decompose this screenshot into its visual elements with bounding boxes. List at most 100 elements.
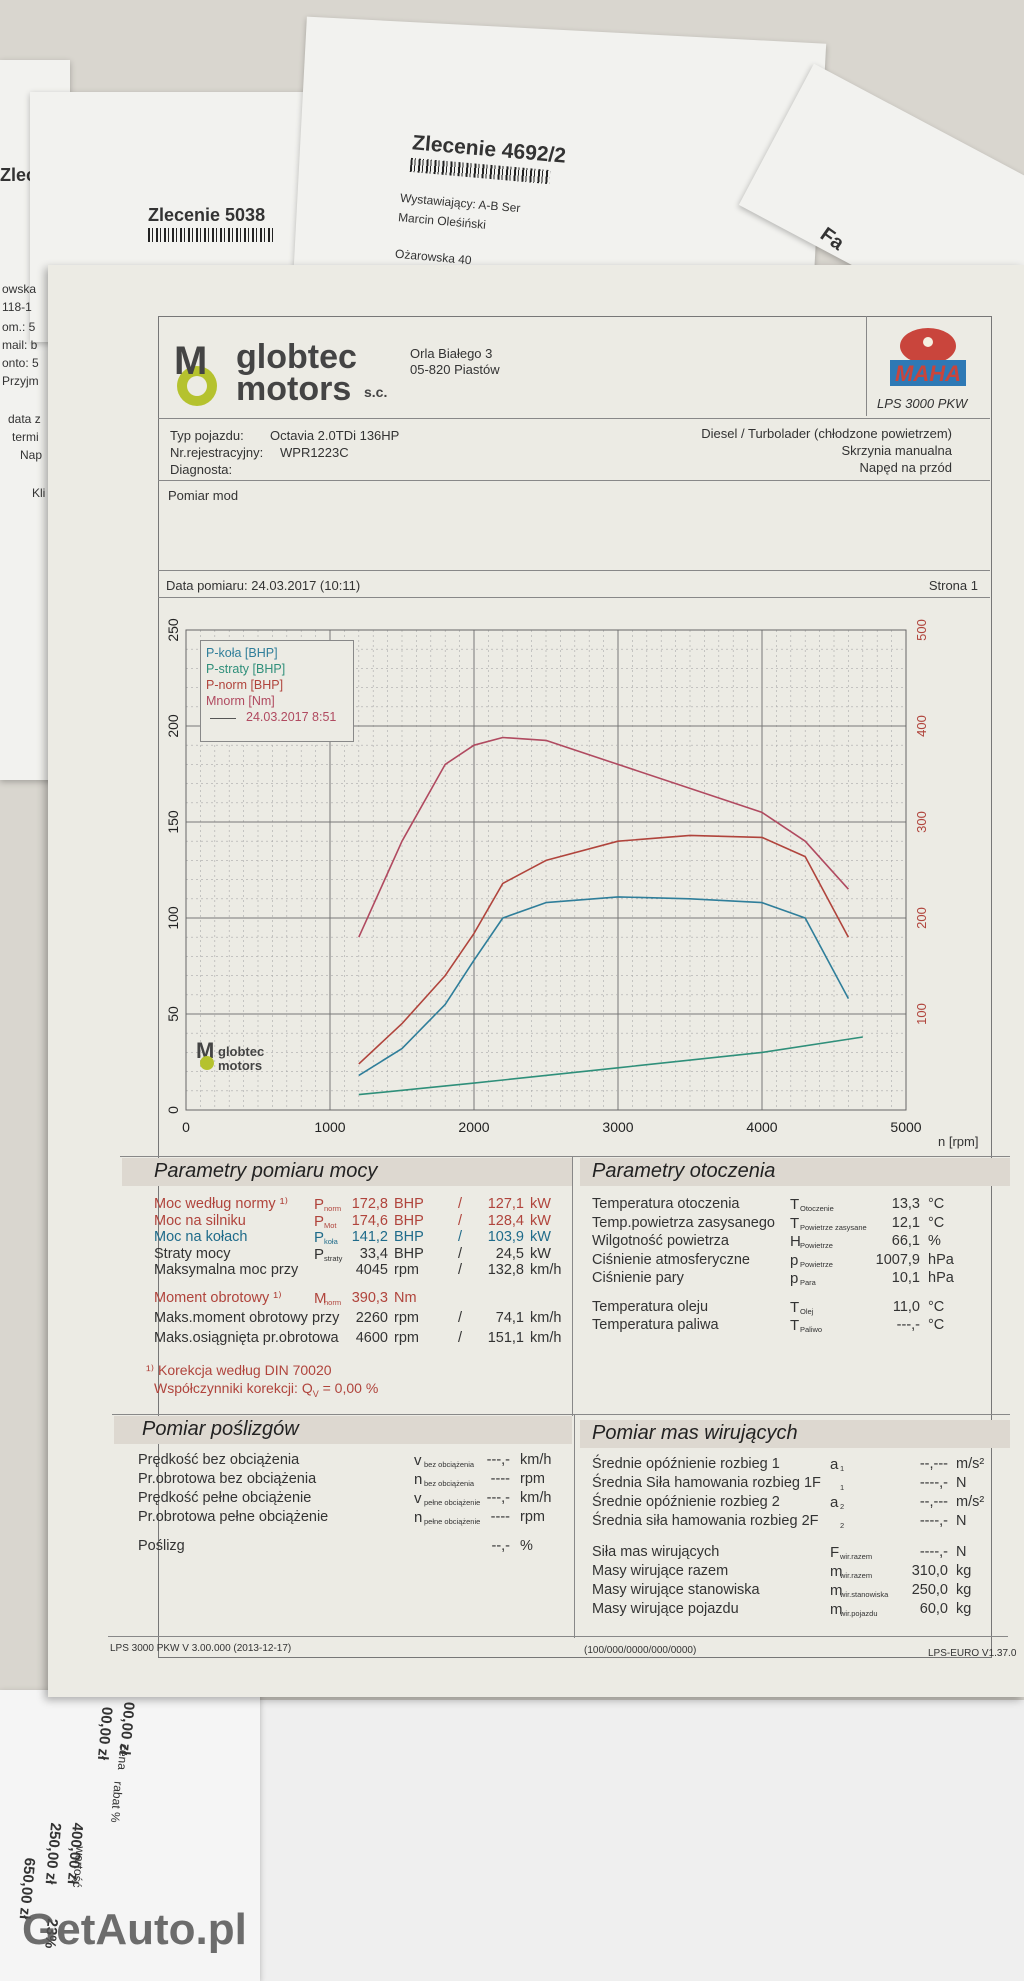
slip-row-symbol: v <box>414 1452 422 1469</box>
measurement-title: Pomiar mod <box>168 488 239 503</box>
ambient-row-symbol: p <box>790 1270 799 1287</box>
rotating-row-symbol-sub: wir.stanowiska <box>840 1590 889 1599</box>
rotating-row-val: ----,- <box>919 1475 948 1491</box>
power-row-u2: kW <box>530 1245 551 1262</box>
power-row-label: Moc według normy ¹⁾ <box>154 1196 289 1212</box>
globtec-logo-mark: M <box>170 338 224 408</box>
rotating-row-symbol-sub: wir.razem <box>840 1552 873 1561</box>
background-order1-line-3: om.: 5 <box>2 320 36 334</box>
plot-area-border <box>185 629 907 1111</box>
power-row-u1: BHP <box>394 1212 424 1229</box>
rotating-row-symbol: a <box>830 1456 839 1473</box>
product-name: LPS 3000 PKW <box>877 396 968 411</box>
rotating-row-val: 250,0 <box>911 1582 948 1598</box>
chart-globtec-logo: M globtec motors <box>196 1038 265 1073</box>
x-tick-label: 2000 <box>458 1119 489 1135</box>
power-row-v2: 103,9 <box>487 1229 524 1245</box>
rotating-row-val: ----,- <box>919 1544 948 1560</box>
power-row-v2: 128,4 <box>487 1212 524 1229</box>
series-line-p-straty-bhp- <box>358 1036 863 1096</box>
slip-row-symbol-sub: pełne obciążenie <box>424 1498 481 1507</box>
slip-row-symbol: n <box>414 1471 423 1488</box>
rotating-row-symbol: a <box>830 1494 839 1511</box>
maha-logo-text: MAHA <box>895 361 961 386</box>
power-row-u1: BHP <box>394 1229 424 1245</box>
power-row-symbol: P <box>314 1229 325 1246</box>
ambient-row-symbol-sub: Powietrze <box>800 1241 833 1250</box>
rotating-row-symbol: m <box>830 1601 843 1618</box>
power-row-symbol: P <box>314 1196 325 1213</box>
series-line-p-norm-bhp- <box>358 834 850 1065</box>
power-row2-u1: rpm <box>394 1330 419 1346</box>
power-row-separator: / <box>458 1245 463 1262</box>
legend-item-p-straty: P-straty [BHP] <box>206 662 286 676</box>
power-row-separator: / <box>458 1229 463 1245</box>
power-row2-label: Maks.osiągnięta pr.obrotowa <box>154 1330 339 1346</box>
ambient-row-label: Ciśnienie pary <box>592 1270 684 1286</box>
rotating-row-unit: kg <box>956 1563 972 1579</box>
rotating-row-val: 60,0 <box>919 1601 948 1617</box>
ambient-row-symbol: H <box>790 1233 801 1250</box>
y-left-tick-label: 100 <box>165 906 181 930</box>
ambient-row-label: Temperatura oleju <box>592 1298 709 1315</box>
ambient-row-symbol-sub: Powietrze <box>800 1259 833 1269</box>
rotating-row-unit: N <box>956 1544 967 1560</box>
power-row2-sub: norm <box>324 1298 342 1307</box>
ambient-row-unit: °C <box>928 1214 945 1231</box>
power-row2-v1: 2260 <box>355 1310 388 1326</box>
background-misc-3: Nap <box>20 448 43 462</box>
header-divider <box>866 316 867 416</box>
ambient-row-val: 10,1 <box>891 1270 920 1286</box>
background-order1-line-6: Przyjm <box>2 374 39 388</box>
slip-row-unit: rpm <box>520 1471 545 1487</box>
power-row-symbol: P <box>314 1245 325 1263</box>
power-row2-u1: rpm <box>394 1310 419 1326</box>
vehicle-diag-label: Diagnosta: <box>170 462 233 477</box>
legend-line <box>210 718 236 719</box>
power-row2-sym: M <box>314 1290 327 1307</box>
y-right-tick-label: 300 <box>914 811 929 833</box>
getauto-watermark: GetAuto.pl <box>22 1905 247 1954</box>
rotating-row-unit: m/s² <box>956 1494 985 1510</box>
rotating-row-symbol-sub: 1 <box>840 1464 845 1473</box>
rotating-row-val: 310,0 <box>911 1563 948 1579</box>
power-row2-v1: 390,3 <box>351 1290 388 1306</box>
ambient-row-val: ---,- <box>896 1317 920 1333</box>
ambient-row-symbol: T <box>790 1298 800 1316</box>
background-order1-line-2: 118-1 <box>2 300 32 314</box>
x-tick-label: 3000 <box>602 1119 633 1135</box>
ambient-row-symbol-sub: Olej <box>800 1306 814 1316</box>
x-tick-label: 5000 <box>890 1119 921 1135</box>
background-receipt-strip <box>0 1690 260 1981</box>
correction-note-2-label: Współczynniki korekcji: Q <box>154 1380 313 1396</box>
background-order1-line-4: mail: b <box>2 338 38 352</box>
power-row-v2: 132,8 <box>487 1262 524 1278</box>
power-row2-v1: 4600 <box>355 1330 388 1346</box>
ambient-row-label: Temperatura otoczenia <box>592 1196 740 1212</box>
rotating-row-unit: m/s² <box>956 1456 985 1472</box>
background-order1-line-1: owska <box>2 282 37 296</box>
correction-note-2-value: = 0,00 % <box>322 1380 379 1396</box>
power-section-header <box>122 1158 572 1186</box>
x-axis-label: n [rpm] <box>938 1134 979 1149</box>
slip-row-unit: km/h <box>520 1490 552 1506</box>
power-row-v1: 141,2 <box>351 1229 388 1245</box>
rotating-row-symbol-sub: 1 <box>840 1483 845 1492</box>
power-row-u2: km/h <box>530 1262 562 1278</box>
rotating-row-unit: N <box>956 1475 967 1491</box>
power-row-label: Straty mocy <box>154 1245 231 1262</box>
legend-item-m-norm: Mnorm [Nm] <box>206 694 275 708</box>
power-row-u2: kW <box>530 1196 551 1212</box>
footer-center: (100/000/0000/000/0000) <box>584 1645 697 1656</box>
power-row-label: Maksymalna moc przy <box>154 1262 299 1278</box>
date-line-bottom <box>158 597 990 598</box>
ambient-section-header <box>580 1158 1010 1186</box>
y-right-tick-label: 200 <box>914 907 929 929</box>
power-row2-separator: / <box>458 1310 463 1326</box>
slip-row-val: ---,- <box>486 1490 510 1506</box>
ambient-row-symbol: T <box>790 1317 800 1334</box>
vehicle-reg-value: WPR1223C <box>280 445 349 460</box>
rotating-row-val: --,--- <box>919 1494 948 1510</box>
slip-row-val: ---- <box>490 1471 510 1487</box>
report-frame <box>158 316 992 1658</box>
